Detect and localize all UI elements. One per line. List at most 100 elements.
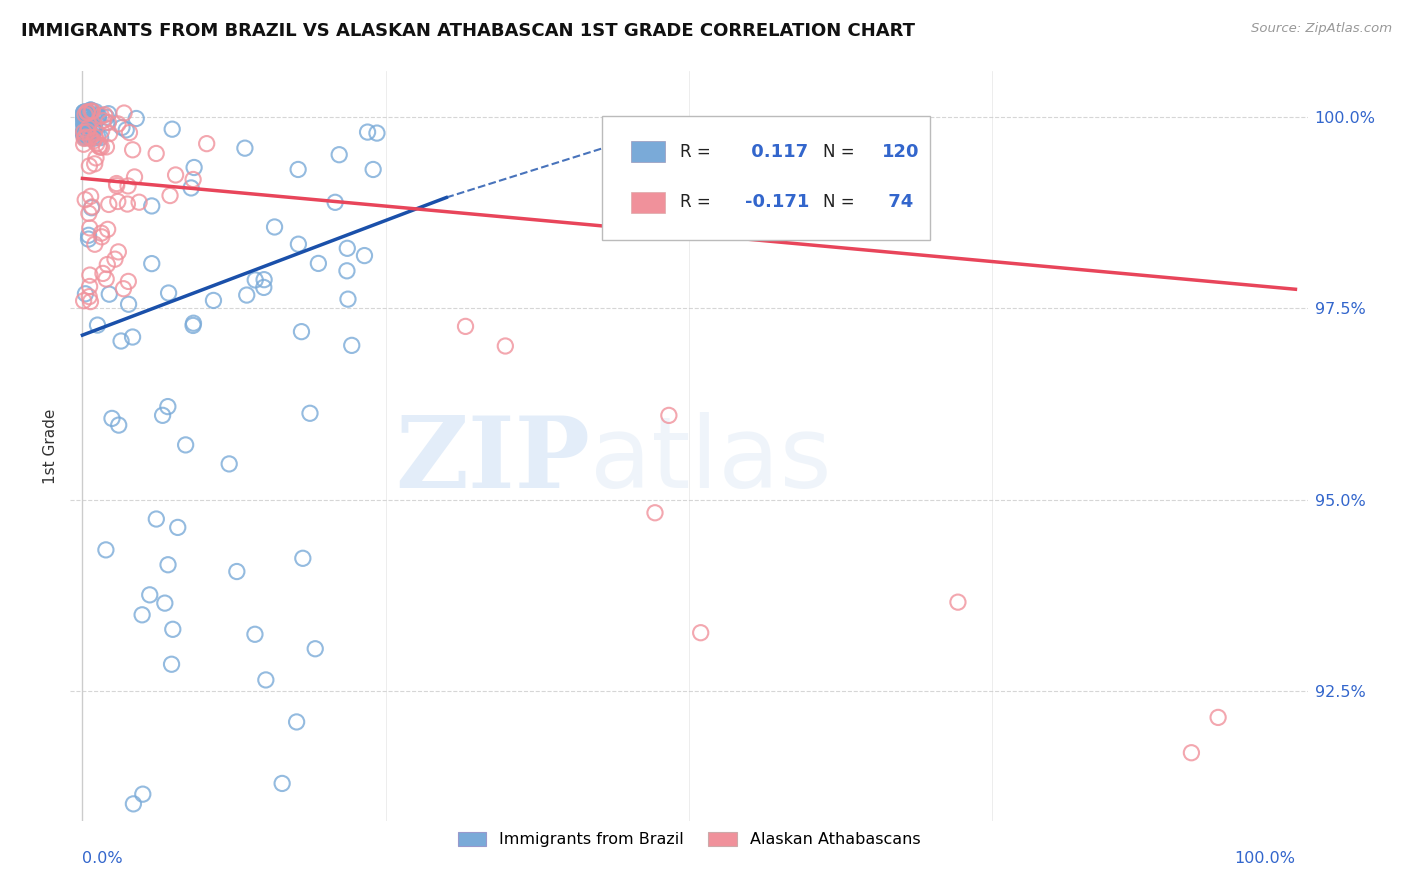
Point [128,195,150,210]
Point [98,287,121,301]
Point [77,290,100,304]
Point [111,120,134,135]
Point [93,108,115,122]
Point [84,151,107,165]
Point [76,127,98,141]
Point [253,273,276,287]
Point [87,139,110,153]
Point [97,115,120,129]
Bar [631,141,665,162]
Point [160,122,183,136]
Point [87,111,110,125]
Point [72,124,94,138]
Text: 0.0%: 0.0% [83,851,124,866]
Point [361,162,384,177]
Point [80,201,103,215]
Point [263,219,285,234]
Point [90,130,112,145]
Point [291,551,314,566]
Point [76,106,98,120]
Point [77,120,100,135]
Point [75,120,97,134]
Point [97,222,120,236]
Point [86,107,108,121]
Point [181,318,204,333]
Point [75,193,97,207]
Point [125,112,148,126]
Point [139,588,162,602]
Point [76,120,98,134]
Point [91,267,114,281]
Point [79,294,101,309]
Point [336,241,359,255]
Point [73,119,96,133]
Point [340,338,363,352]
Point [180,181,202,195]
Point [73,110,96,124]
Point [328,147,350,161]
Text: 0.117: 0.117 [745,143,807,161]
Text: IMMIGRANTS FROM BRAZIL VS ALASKAN ATHABASCAN 1ST GRADE CORRELATION CHART: IMMIGRANTS FROM BRAZIL VS ALASKAN ATHABA… [21,22,915,40]
Point [107,194,129,209]
Point [156,400,179,414]
Text: N =: N = [823,194,859,211]
Point [159,188,181,202]
Text: Source: ZipAtlas.com: Source: ZipAtlas.com [1251,22,1392,36]
Point [90,140,112,154]
Point [121,143,143,157]
Point [307,256,329,270]
Point [72,112,94,127]
Point [235,288,257,302]
Point [91,113,114,128]
Point [89,140,111,154]
Point [153,596,176,610]
Text: -0.171: -0.171 [745,194,808,211]
Point [117,178,139,193]
Point [132,787,155,801]
Point [689,625,711,640]
Point [79,221,101,235]
Y-axis label: 1st Grade: 1st Grade [44,409,59,483]
Point [86,136,108,151]
Point [353,249,375,263]
Text: R =: R = [681,194,716,211]
Point [79,279,101,293]
Point [96,258,118,272]
Point [75,116,97,130]
Point [183,316,205,330]
Point [79,110,101,124]
Point [336,264,359,278]
Point [366,126,388,140]
Point [75,108,97,122]
Point [73,131,96,145]
Point [112,282,135,296]
Point [79,159,101,173]
Point [98,127,121,141]
Point [73,116,96,130]
Point [84,130,107,145]
Point [174,438,197,452]
Point [105,177,128,191]
Point [73,108,96,122]
Point [298,406,321,420]
Point [72,127,94,141]
Text: atlas: atlas [591,412,831,509]
Point [80,104,103,119]
Point [77,228,100,243]
Point [79,103,101,117]
Point [77,121,100,136]
Point [82,131,104,145]
Point [76,104,98,119]
Point [76,105,98,120]
Point [181,172,204,186]
Point [124,169,146,184]
Point [80,200,103,214]
Point [96,115,118,129]
Point [494,339,516,353]
Point [157,285,180,300]
Point [245,273,267,287]
Point [83,120,105,134]
Point [166,520,188,534]
Point [285,714,308,729]
Point [79,130,101,145]
